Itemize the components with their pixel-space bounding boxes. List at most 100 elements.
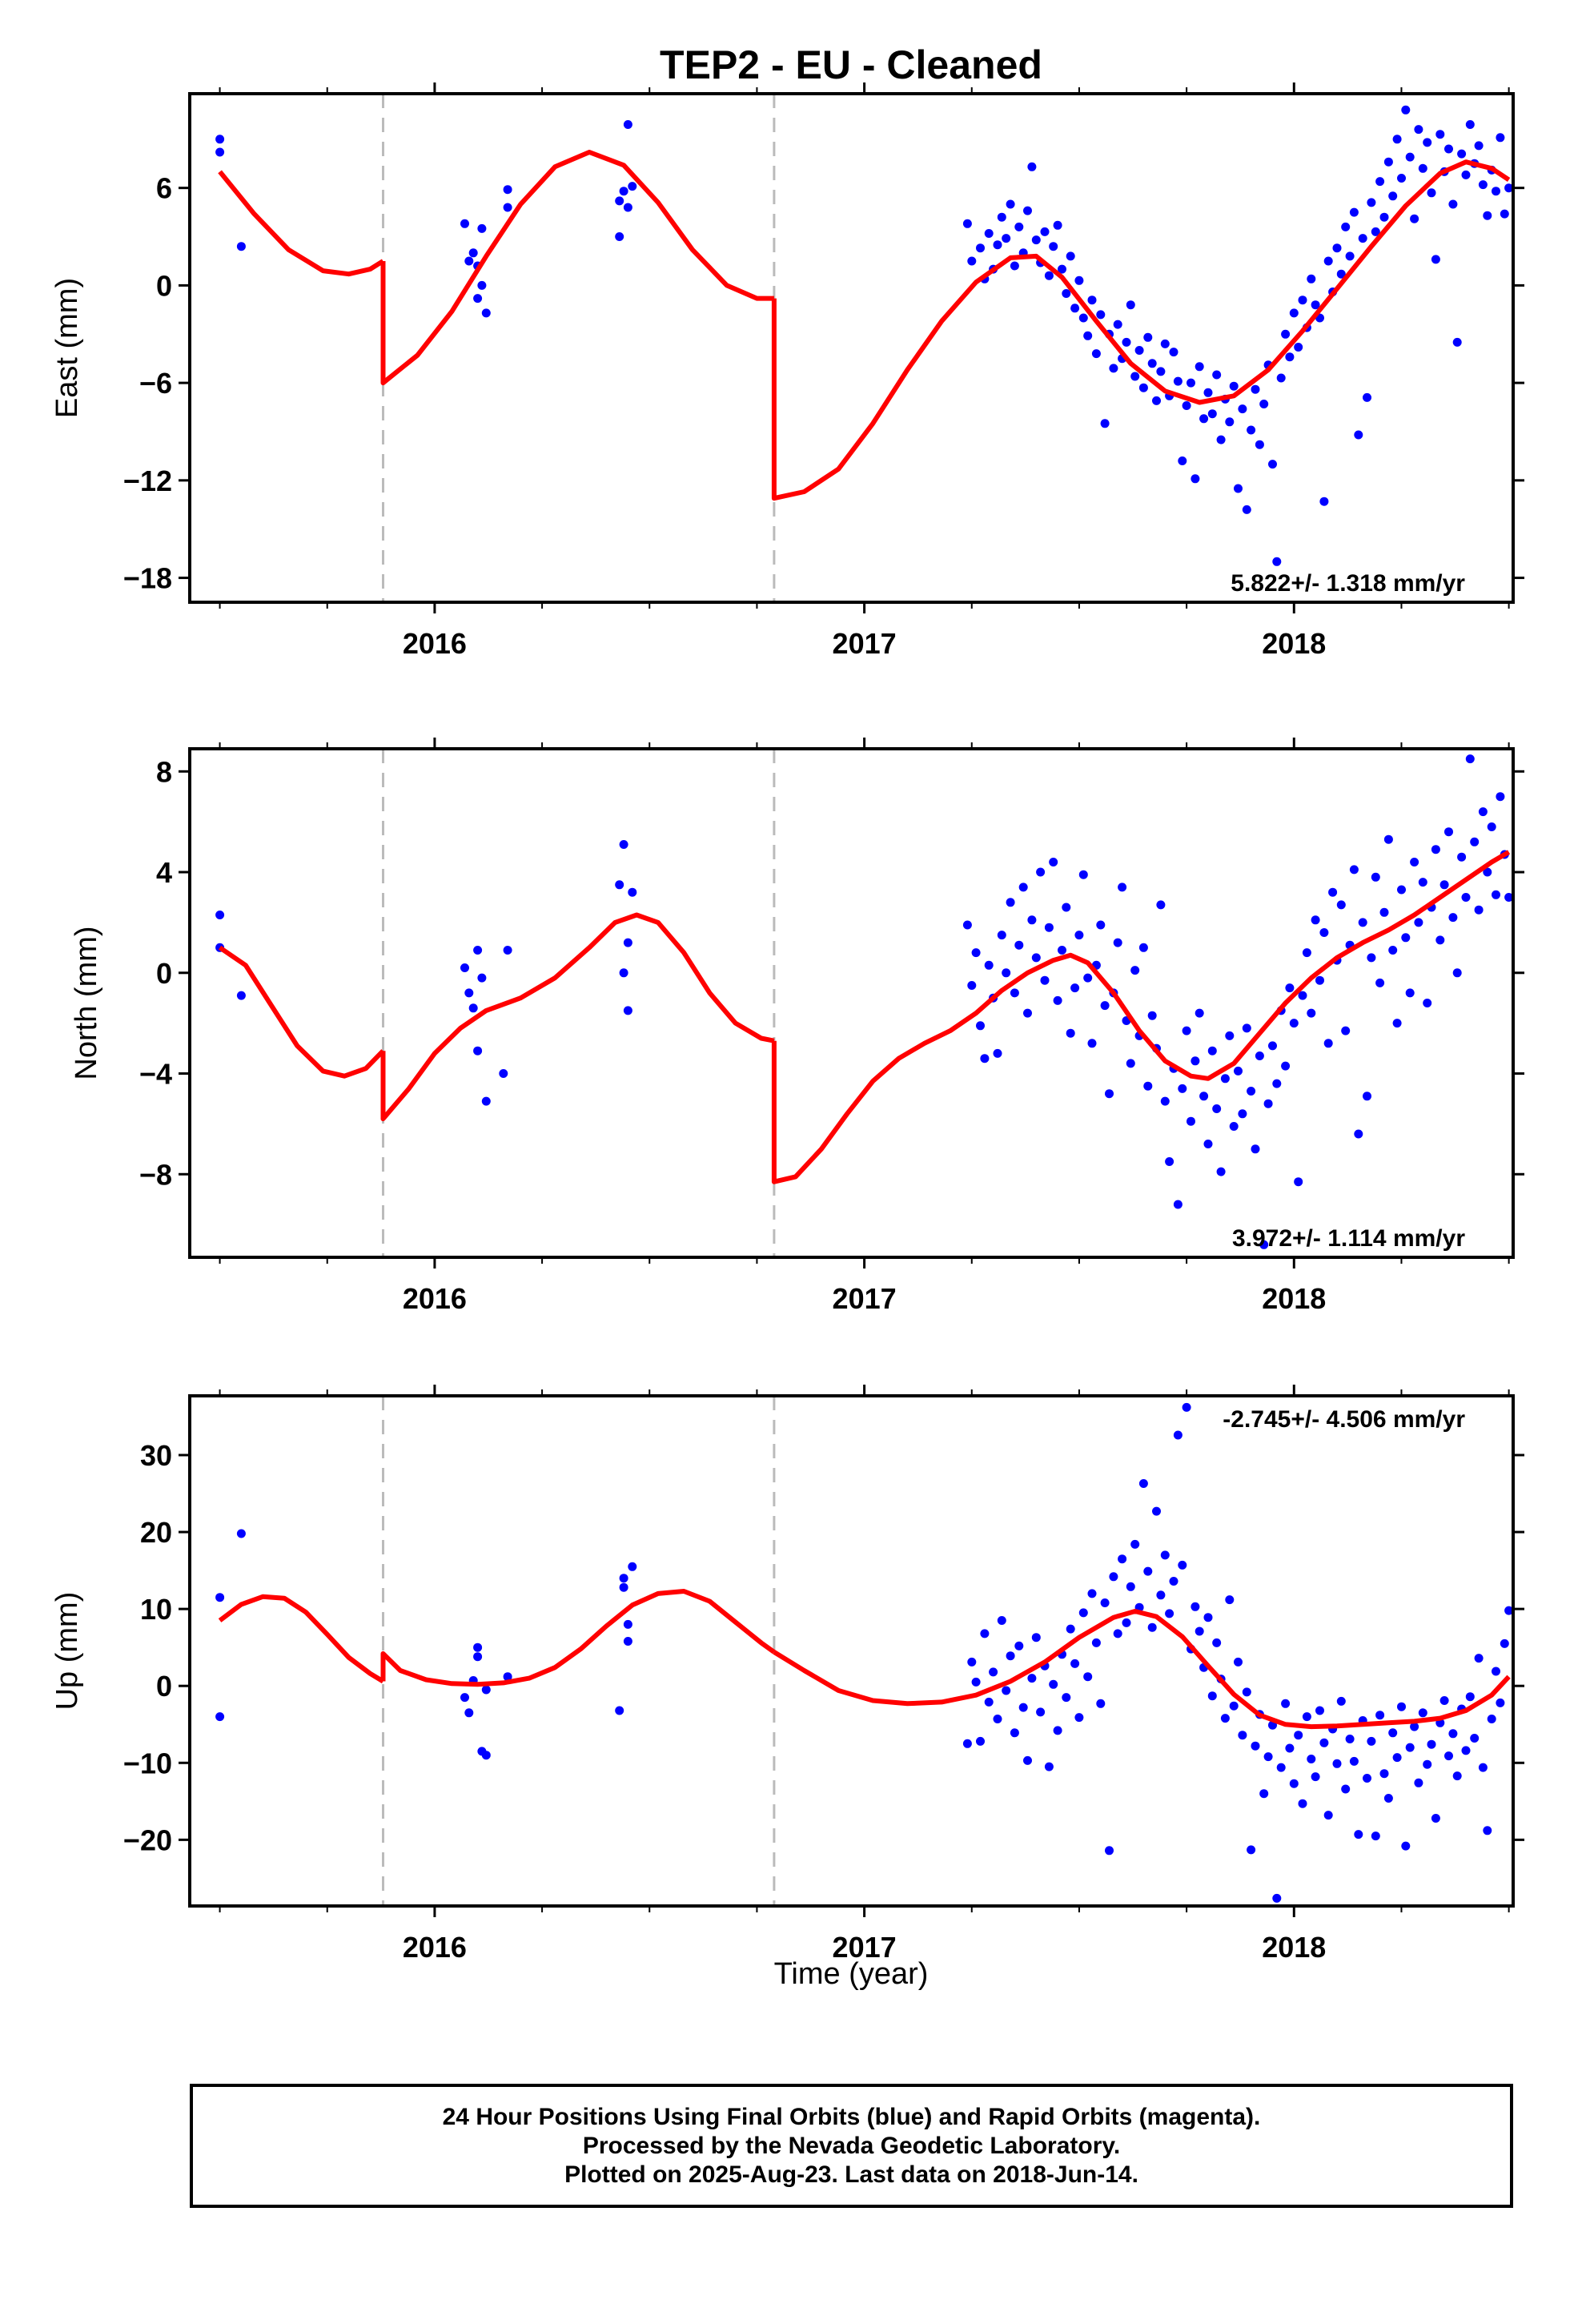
- data-point: [1496, 1698, 1505, 1707]
- data-point: [1216, 1167, 1226, 1176]
- data-point: [1336, 269, 1346, 279]
- data-point: [993, 240, 1002, 250]
- data-point: [1504, 893, 1513, 902]
- data-point: [993, 1715, 1002, 1723]
- data-point: [468, 248, 478, 258]
- panel-east: 6 0 −6 −12 −18 2016 2017 2018 East (mm) 5.822+/- …: [50, 82, 1524, 660]
- data-point: [1371, 227, 1380, 236]
- y-axis-label: North (mm): [70, 926, 103, 1080]
- data-point: [1074, 931, 1084, 940]
- data-point: [1118, 883, 1127, 892]
- data-point: [1251, 1741, 1260, 1751]
- data-point: [1363, 1092, 1371, 1101]
- data-point: [1062, 289, 1071, 298]
- data-point: [1315, 1706, 1324, 1715]
- data-point: [628, 1562, 637, 1571]
- data-point: [1323, 1811, 1333, 1820]
- data-point: [1091, 1638, 1101, 1647]
- data-point: [1122, 1618, 1131, 1627]
- data-point: [1096, 920, 1106, 930]
- data-point: [1207, 1691, 1217, 1701]
- plot-frame: [188, 1394, 1515, 1908]
- data-point: [1087, 1039, 1097, 1048]
- data-point: [619, 968, 628, 978]
- data-point: [967, 256, 977, 266]
- data-point: [1448, 1729, 1458, 1739]
- data-point: [1414, 1778, 1423, 1787]
- data-point: [1435, 935, 1445, 945]
- model-segment-1: [218, 1594, 385, 1684]
- data-point: [1049, 242, 1058, 251]
- y-tick-label: 30: [140, 1439, 172, 1472]
- x-tick-label: 2018: [1262, 1931, 1326, 1964]
- data-point: [1203, 1140, 1213, 1148]
- data-point: [1281, 1061, 1291, 1071]
- model-segment-1: [218, 945, 385, 1079]
- data-point: [619, 840, 628, 849]
- data-point: [1311, 300, 1320, 310]
- data-point: [1130, 966, 1140, 975]
- data-point: [1401, 933, 1411, 943]
- data-point: [623, 1637, 632, 1646]
- data-point: [1173, 1200, 1182, 1209]
- data-point: [1134, 346, 1144, 355]
- velocity-annotation: 5.822+/- 1.318 mm/yr: [1231, 570, 1465, 597]
- data-point: [1014, 1641, 1024, 1651]
- data-point: [1255, 440, 1264, 449]
- data-point: [1242, 505, 1251, 514]
- data-point: [980, 1054, 990, 1063]
- data-point: [1147, 359, 1157, 368]
- data-point: [1500, 1638, 1509, 1648]
- data-point: [1078, 313, 1088, 323]
- data-point: [1418, 878, 1427, 887]
- data-point: [1500, 209, 1509, 219]
- y-tick-label: 20: [140, 1516, 172, 1549]
- data-point: [1126, 300, 1135, 310]
- data-point: [1345, 251, 1355, 261]
- data-point: [1504, 1606, 1513, 1615]
- y-tick-label: −20: [123, 1823, 172, 1856]
- data-point: [1238, 1109, 1247, 1119]
- data-point: [1002, 968, 1011, 978]
- data-point: [1431, 255, 1440, 264]
- data-point: [1375, 177, 1385, 187]
- data-point: [1229, 1701, 1239, 1711]
- data-point: [1465, 1692, 1475, 1702]
- data-point: [1439, 880, 1449, 890]
- data-point: [1448, 199, 1458, 209]
- y-tick-label: 6: [156, 172, 172, 205]
- y-axis-label: Up (mm): [50, 1592, 84, 1711]
- data-point: [1078, 1608, 1088, 1618]
- data-point: [1212, 1638, 1222, 1647]
- y-axis-label: East (mm): [50, 278, 84, 418]
- data-point: [962, 1739, 972, 1748]
- model-segment-2: [380, 1589, 776, 1687]
- data-point: [628, 887, 637, 897]
- data-point: [1444, 144, 1453, 154]
- data-point: [1165, 1157, 1174, 1166]
- data-point: [1414, 125, 1423, 135]
- data-point: [503, 946, 512, 955]
- data-point: [1087, 1589, 1097, 1598]
- data-point: [503, 185, 512, 195]
- data-point: [503, 1672, 512, 1682]
- data-point: [1341, 1784, 1351, 1794]
- data-point: [1199, 1092, 1209, 1101]
- data-point: [1383, 157, 1393, 167]
- data-point: [962, 920, 972, 930]
- x-tick-label: 2016: [403, 627, 467, 660]
- data-point: [1078, 870, 1088, 879]
- data-point: [976, 1736, 985, 1746]
- data-point: [215, 911, 225, 919]
- data-point: [1083, 331, 1093, 340]
- data-point: [1457, 852, 1467, 862]
- data-point: [1379, 907, 1389, 917]
- data-point: [1276, 1763, 1286, 1772]
- data-point: [623, 120, 632, 129]
- data-point: [1126, 1059, 1135, 1068]
- data-point: [1281, 329, 1291, 339]
- data-point: [1298, 1799, 1307, 1808]
- data-point: [1178, 456, 1187, 465]
- data-point: [1435, 130, 1445, 139]
- data-point: [1397, 885, 1406, 895]
